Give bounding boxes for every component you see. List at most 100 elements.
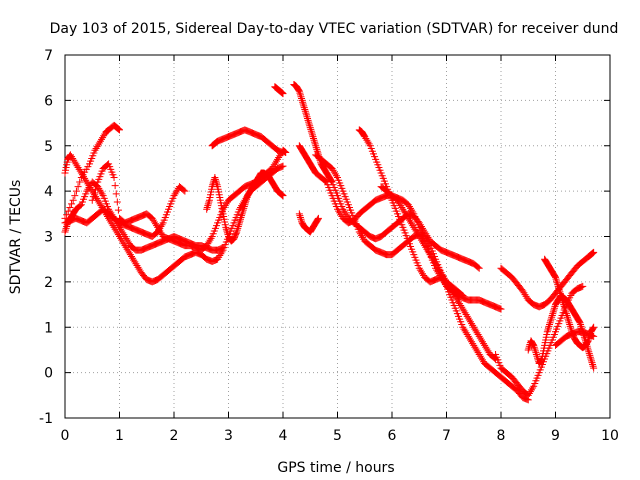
data-point: [482, 343, 490, 351]
data-point: [80, 173, 88, 181]
data-point: [88, 196, 96, 204]
data-point: [463, 331, 471, 339]
data-point: [86, 183, 94, 191]
data-point: [313, 147, 321, 155]
data-point: [84, 180, 92, 188]
data-point: [405, 216, 413, 224]
data-point: [313, 216, 321, 224]
data-point: [581, 337, 589, 345]
data-point: [235, 219, 243, 227]
data-point: [470, 323, 478, 331]
data-point: [129, 254, 137, 262]
data-point: [153, 222, 161, 230]
data-point: [404, 201, 412, 209]
data-point: [585, 348, 593, 356]
data-point: [474, 331, 482, 339]
data-point: [235, 221, 243, 229]
data-point: [205, 198, 213, 206]
data-point: [98, 190, 106, 198]
data-point: [579, 282, 587, 290]
data-point: [585, 350, 593, 358]
data-point: [537, 356, 545, 364]
data-point: [85, 182, 93, 190]
data-point: [239, 206, 247, 214]
data-point: [89, 193, 97, 201]
data-point: [97, 188, 105, 196]
data-point: [237, 213, 245, 221]
data-point: [472, 345, 480, 353]
data-point: [206, 236, 214, 244]
data-point: [452, 294, 460, 302]
data-point: [299, 98, 307, 106]
data-point: [407, 218, 415, 226]
data-point: [589, 360, 597, 368]
data-point: [560, 302, 568, 310]
data-point: [524, 346, 532, 354]
data-point: [584, 344, 592, 352]
data-point: [360, 131, 368, 139]
data-point: [587, 357, 595, 365]
data-point: [62, 224, 70, 232]
data-point: [300, 102, 308, 110]
grid-lines: [65, 55, 610, 418]
data-point: [311, 138, 319, 146]
y-tick-label: 0: [44, 366, 53, 382]
data-point: [113, 198, 121, 206]
data-point: [269, 163, 277, 171]
data-point: [462, 311, 470, 319]
data-point: [314, 215, 322, 223]
data-point: [459, 291, 467, 299]
series-track-g: [203, 169, 287, 245]
data-point: [450, 291, 458, 299]
data-point: [83, 178, 91, 186]
data-point: [434, 263, 442, 271]
data-point: [395, 198, 403, 206]
data-point: [63, 211, 71, 219]
data-point: [156, 227, 164, 235]
data-point: [64, 207, 72, 215]
data-point: [544, 324, 552, 332]
data-point: [134, 263, 142, 271]
data-point: [114, 206, 122, 214]
data-point: [94, 141, 102, 149]
data-point: [95, 139, 103, 147]
data-point: [440, 274, 448, 282]
data-point: [357, 232, 365, 240]
data-point: [426, 251, 434, 259]
data-point: [422, 243, 430, 251]
data-point: [449, 289, 457, 297]
data-point: [121, 242, 129, 250]
data-point: [399, 205, 407, 213]
data-point: [582, 339, 590, 347]
data-point: [564, 315, 572, 323]
data-point: [474, 349, 482, 357]
data-point: [279, 149, 287, 157]
data-point: [355, 228, 363, 236]
data-point: [407, 204, 415, 212]
data-point: [359, 233, 367, 241]
data-point: [93, 182, 101, 190]
data-point: [451, 292, 459, 300]
data-point: [298, 95, 306, 103]
data-point: [240, 203, 248, 211]
data-point: [239, 208, 247, 216]
data-point: [90, 189, 98, 197]
data-point: [525, 344, 533, 352]
data-point: [335, 207, 343, 215]
data-point: [242, 197, 250, 205]
data-point: [563, 311, 571, 319]
data-point: [435, 265, 443, 273]
data-point: [423, 245, 431, 253]
data-point: [308, 129, 316, 137]
data-point: [477, 336, 485, 344]
data-point: [590, 248, 598, 256]
data-point: [525, 389, 533, 397]
y-axis-label: SDTVAR / TECUs: [8, 180, 24, 295]
data-point: [404, 214, 412, 222]
data-point: [96, 137, 104, 145]
data-point: [580, 333, 588, 341]
chart-title: Day 103 of 2015, Sidereal Day-to-day VTE…: [50, 21, 619, 37]
data-point: [222, 225, 230, 233]
data-point: [583, 340, 591, 348]
data-point: [590, 332, 598, 340]
